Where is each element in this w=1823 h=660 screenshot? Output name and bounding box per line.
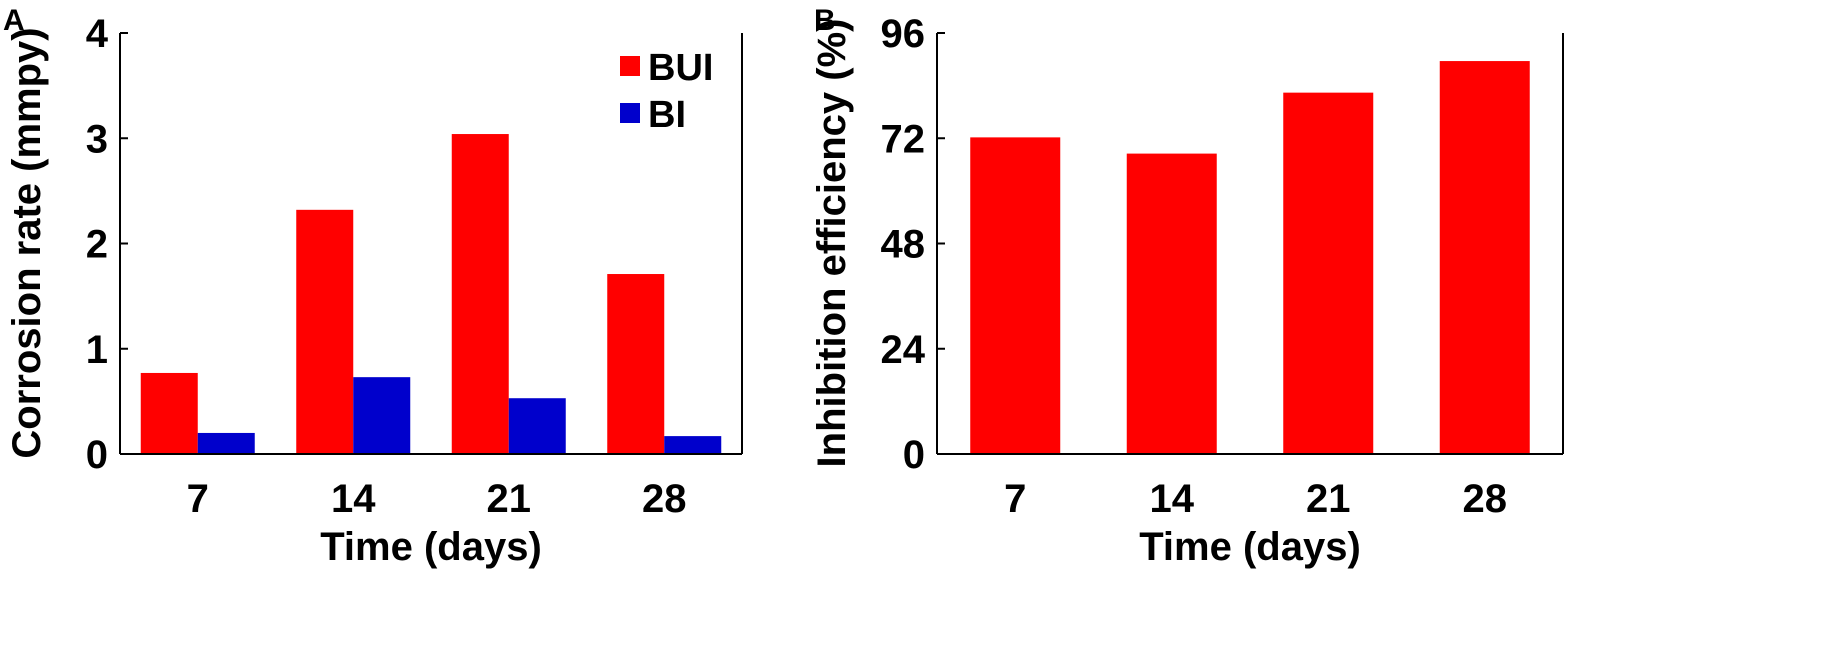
y-tick-label: 3 bbox=[86, 117, 108, 161]
bar-bui-7 bbox=[140, 372, 198, 454]
bar-bui-14 bbox=[296, 209, 354, 454]
x-tick-label: 14 bbox=[1150, 477, 1195, 521]
x-tick-label: 21 bbox=[1306, 477, 1351, 521]
panel-a-x-ticks: 7 14 21 28 bbox=[187, 477, 687, 521]
x-tick-label: 21 bbox=[487, 477, 532, 521]
panel-a-y-axis-title: Corrosion rate (mmpy) bbox=[5, 27, 49, 458]
bar-bi-14 bbox=[353, 377, 411, 454]
panel-b-x-axis-title: Time (days) bbox=[1139, 525, 1361, 569]
bar-bi-28 bbox=[664, 436, 722, 454]
legend-swatch-bui bbox=[620, 56, 640, 76]
x-tick-label: 28 bbox=[1463, 477, 1508, 521]
y-tick-label: 48 bbox=[881, 223, 926, 267]
panel-a: A 0 1 2 3 4 7 14 21 28 Time (days) Corrosion ra… bbox=[3, 4, 743, 569]
x-tick-label: 7 bbox=[187, 477, 209, 521]
bar-bui-28 bbox=[607, 274, 665, 454]
y-tick-label: 0 bbox=[903, 433, 925, 477]
panel-b-y-axis-title: Inhibition efficiency (%) bbox=[810, 19, 854, 468]
legend-label-bui: BUI bbox=[648, 47, 713, 89]
x-tick-label: 14 bbox=[331, 477, 376, 521]
bar-series-28 bbox=[1439, 61, 1530, 455]
y-tick-label: 24 bbox=[881, 328, 926, 372]
y-tick-label: 72 bbox=[881, 117, 926, 161]
panel-a-y-ticks: 0 1 2 3 4 bbox=[86, 12, 128, 477]
legend-label-bi: BI bbox=[648, 94, 686, 136]
bar-bi-7 bbox=[197, 432, 255, 454]
panel-a-bars bbox=[140, 134, 722, 455]
panel-b-y-ticks: 0 24 48 72 96 bbox=[881, 12, 945, 477]
legend-swatch-bi bbox=[620, 103, 640, 123]
panel-b-label: B bbox=[814, 4, 836, 37]
y-tick-label: 2 bbox=[86, 223, 108, 267]
y-tick-label: 4 bbox=[86, 12, 109, 56]
bar-series-14 bbox=[1126, 153, 1217, 455]
bar-series-7 bbox=[970, 137, 1061, 454]
bar-bui-21 bbox=[451, 134, 509, 455]
panel-b-bars bbox=[970, 61, 1530, 455]
panel-b-x-ticks: 7 14 21 28 bbox=[1004, 477, 1507, 521]
panel-a-label: A bbox=[3, 4, 25, 37]
x-tick-label: 28 bbox=[642, 477, 687, 521]
panel-a-legend: BUI BI bbox=[620, 47, 713, 136]
bar-bi-21 bbox=[508, 398, 566, 454]
y-tick-label: 96 bbox=[881, 12, 926, 56]
panel-a-x-axis-title: Time (days) bbox=[320, 525, 542, 569]
y-tick-label: 1 bbox=[86, 328, 108, 372]
bar-series-21 bbox=[1283, 92, 1374, 455]
y-tick-label: 0 bbox=[86, 433, 108, 477]
panel-b: B 0 24 48 72 96 7 14 21 28 Time (days) Inhibiti… bbox=[810, 4, 1564, 569]
x-tick-label: 7 bbox=[1004, 477, 1026, 521]
